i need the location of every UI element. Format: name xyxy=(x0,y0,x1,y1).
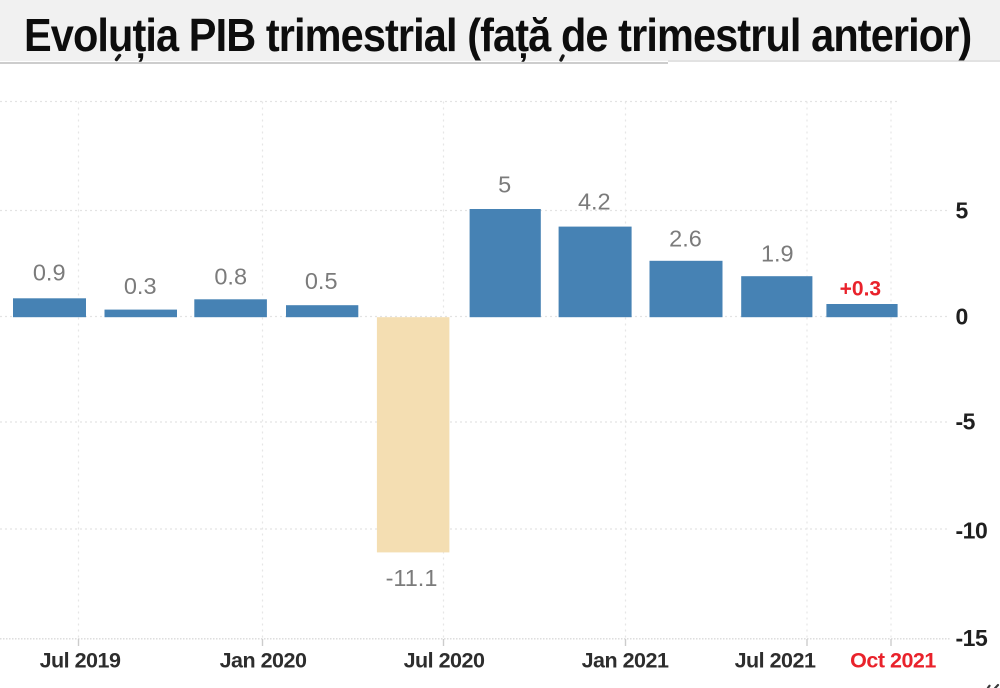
svg-text:Jan 2020: Jan 2020 xyxy=(220,649,307,673)
svg-text:-11.1: -11.1 xyxy=(386,565,438,591)
svg-text:-15: -15 xyxy=(956,625,988,651)
svg-text:Jul 2019: Jul 2019 xyxy=(40,649,121,673)
svg-text:0.9: 0.9 xyxy=(33,259,66,285)
svg-text:Oct 2021: Oct 2021 xyxy=(850,649,936,673)
svg-text:0.5: 0.5 xyxy=(305,268,338,294)
svg-text:+0.3: +0.3 xyxy=(840,278,881,301)
svg-text:0: 0 xyxy=(956,304,968,330)
svg-text:5: 5 xyxy=(498,172,511,198)
svg-text:-5: -5 xyxy=(956,409,976,435)
svg-text:Jul 2021: Jul 2021 xyxy=(735,649,816,673)
svg-text:1.9: 1.9 xyxy=(761,240,794,266)
svg-text:4.2: 4.2 xyxy=(578,189,611,215)
svg-text:0.8: 0.8 xyxy=(214,264,247,290)
svg-text:Jan 2021: Jan 2021 xyxy=(582,649,669,673)
svg-text:-10: -10 xyxy=(956,517,988,543)
svg-text:0.3: 0.3 xyxy=(124,273,157,299)
svg-text:2.6: 2.6 xyxy=(669,226,702,252)
svg-text:5: 5 xyxy=(956,198,969,224)
svg-text:Jul 2020: Jul 2020 xyxy=(404,649,485,673)
